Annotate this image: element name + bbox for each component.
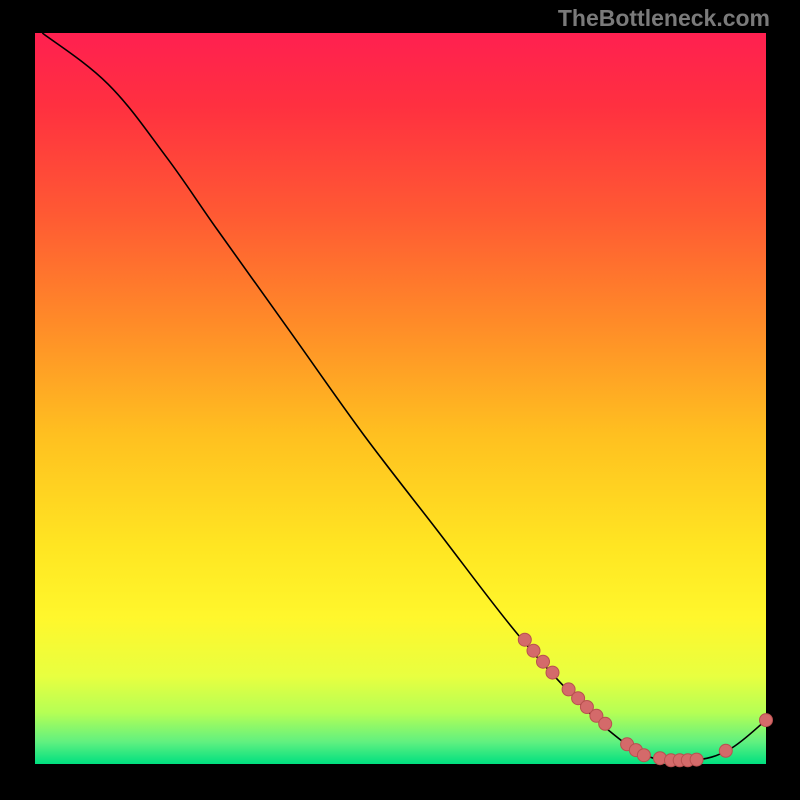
marker-point (518, 633, 531, 646)
marker-point (690, 753, 703, 766)
marker-point (527, 644, 540, 657)
marker-point (546, 666, 559, 679)
bottleneck-curve (42, 33, 766, 761)
marker-point (537, 655, 550, 668)
marker-point (637, 749, 650, 762)
marker-point (599, 717, 612, 730)
marker-point (719, 744, 732, 757)
marker-point (760, 714, 773, 727)
chart-svg (0, 0, 800, 800)
